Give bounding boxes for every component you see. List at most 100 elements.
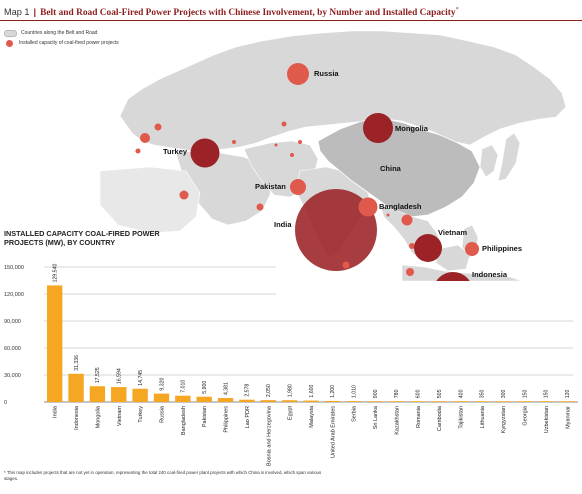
bubble-indonesia: [436, 272, 470, 281]
bar-value-label: 120: [565, 389, 571, 398]
bar: [452, 401, 469, 402]
category-label: Sri Lanka: [373, 405, 379, 429]
category-label: Kazakhstan: [394, 406, 400, 435]
category-label: Bangladesh: [181, 406, 187, 435]
capacity-bubbles: [135, 63, 479, 281]
bar-value-label: 9,320: [159, 378, 165, 391]
category-label: Lao PDR: [245, 406, 251, 428]
label-vietnam: Vietnam: [438, 228, 467, 237]
bar-value-label: 780: [394, 389, 400, 398]
bar-value-label: 1,200: [330, 385, 336, 398]
bubble-kyrgyzstan: [298, 140, 302, 144]
borneo-land: [435, 244, 471, 272]
category-label: Myanmar: [565, 406, 571, 429]
category-label: Indonesia: [74, 405, 80, 430]
bubble-malaysia: [406, 268, 414, 276]
bar-value-label: 150: [522, 389, 528, 398]
east-asia-islands: [479, 144, 499, 178]
japan-land: [497, 132, 521, 182]
bubble-georgia: [232, 140, 236, 144]
label-mongolia: Mongolia: [395, 124, 429, 133]
bubble-sri-lanka: [342, 261, 350, 269]
bar-value-label: 5,900: [202, 381, 208, 394]
bar: [89, 386, 106, 402]
bubble-bangladesh: [358, 197, 378, 217]
bubble-tajikistan: [290, 153, 294, 157]
bar-value-label: 129,540: [52, 264, 58, 283]
chart-gridlines: [44, 266, 578, 403]
category-label: Uzbekistan: [544, 406, 550, 433]
bar-value-label: 505: [437, 389, 443, 398]
header-separator: |: [33, 7, 37, 18]
bar-value-label: 31,336: [74, 355, 80, 371]
bar: [495, 401, 511, 402]
bar: [175, 395, 191, 402]
africa-land: [99, 166, 201, 234]
category-label: Russia: [159, 405, 165, 423]
y-tick-label: 30,000: [4, 373, 21, 379]
map-header: Map 1 | Belt and Road Coal-Fired Power Pro…: [4, 3, 578, 19]
bar: [111, 387, 127, 402]
y-tick-label: 60,000: [4, 346, 21, 352]
bar: [346, 401, 362, 402]
chart-bars: [46, 285, 576, 402]
bar-value-label: 900: [373, 389, 379, 398]
category-label: Turkey: [138, 406, 144, 423]
category-label: Serbia: [352, 405, 358, 422]
eurasia-land: [119, 30, 567, 152]
bar: [46, 285, 63, 402]
category-label: Pakistan: [202, 406, 208, 427]
label-russia: Russia: [314, 69, 339, 78]
y-tick-label: 120,000: [4, 292, 24, 298]
bar: [559, 401, 576, 402]
bar-value-label: 4,381: [223, 382, 229, 395]
bar-value-label: 17,525: [95, 367, 101, 383]
category-label: Philippines: [224, 406, 230, 433]
map-labels: Russia Mongolia Turkey China Pakistan Ba…: [163, 69, 522, 279]
category-label: India: [53, 405, 59, 418]
bar: [516, 401, 533, 402]
category-label: Lithuania: [480, 405, 486, 428]
y-tick-label: 90,000: [4, 319, 21, 325]
bar-value-label: 2,050: [266, 384, 272, 397]
bar: [538, 401, 554, 402]
bar-value-label: 1,980: [287, 384, 293, 397]
bubble-myanmar: [386, 213, 390, 217]
bar: [474, 401, 490, 402]
bar-value-label: 2,578: [245, 384, 251, 397]
bar-value-label: 600: [416, 389, 422, 398]
y-tick-label: 150,000: [4, 265, 24, 271]
label-indonesia: Indonesia: [472, 270, 508, 279]
category-label: United Arab Emirates: [330, 406, 336, 458]
bar: [217, 398, 234, 402]
category-label: Egypt: [288, 406, 294, 421]
bar: [281, 400, 298, 402]
bar-value-label: 7,010: [181, 380, 187, 393]
category-label: Kyrgyzstan: [501, 406, 507, 433]
bubble-romania: [154, 123, 162, 131]
bar-value-label: 400: [458, 389, 464, 398]
label-philippines: Philippines: [482, 244, 522, 253]
bar-value-label: 16,594: [117, 368, 123, 384]
category-label: Tajikistan: [459, 406, 465, 429]
legend-land-swatch: [4, 29, 17, 37]
land-masses: [99, 30, 567, 281]
label-india: India: [274, 220, 292, 229]
indonesia-land: [401, 264, 523, 281]
bar: [239, 399, 255, 402]
map-number: Map 1: [4, 7, 30, 18]
chart-title: INSTALLED CAPACITY COAL-FIRED POWER PROJ…: [4, 229, 160, 247]
legend-dot-swatch: [6, 39, 13, 47]
bubble-kazakhstan: [281, 121, 287, 127]
bar: [431, 401, 447, 402]
bar: [132, 388, 148, 402]
map-title: Belt and Road Coal-Fired Power Projects …: [40, 8, 456, 19]
legend-land-label: Countries along the Belt and Road: [21, 30, 98, 36]
bubble-pakistan: [290, 179, 306, 195]
bar-value-label: 14,745: [138, 370, 144, 386]
category-label: Vietnam: [117, 406, 123, 426]
bar: [303, 400, 319, 402]
bar: [260, 400, 276, 402]
bar-value-label: 1,010: [352, 385, 358, 398]
category-label: Georgia: [523, 405, 529, 426]
